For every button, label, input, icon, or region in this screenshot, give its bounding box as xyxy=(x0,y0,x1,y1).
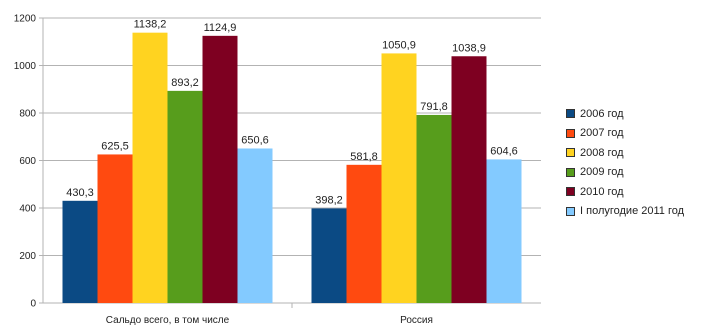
bar xyxy=(451,56,487,304)
bars xyxy=(62,32,522,304)
data-label: 1124,9 xyxy=(204,22,237,34)
legend-item: 2010 год xyxy=(566,182,684,202)
y-tick-label: 0 xyxy=(30,299,36,310)
y-tick-label: 200 xyxy=(19,251,36,262)
legend-label: 2010 год xyxy=(580,185,624,198)
legend-item: 2006 год xyxy=(566,104,684,124)
legend-label: I полугодие 2011 год xyxy=(580,205,685,218)
legend-item: 2009 год xyxy=(566,163,684,183)
legend-item: 2008 год xyxy=(566,143,684,163)
legend-swatch xyxy=(566,206,575,216)
bar xyxy=(237,148,273,303)
y-tick-label: 800 xyxy=(19,109,36,120)
legend-item: 2007 год xyxy=(566,124,684,144)
legend-swatch xyxy=(566,109,575,119)
data-label: 1138,2 xyxy=(134,19,167,31)
y-tick-label: 600 xyxy=(19,156,36,167)
data-label: 650,6 xyxy=(241,134,269,146)
bar xyxy=(311,208,347,303)
data-label: 1050,9 xyxy=(382,39,416,51)
data-label: 625,5 xyxy=(101,140,129,152)
data-label: 430,3 xyxy=(66,187,94,199)
y-axis: 0 200 400 600 800 1000 1200 xyxy=(14,14,44,310)
legend-swatch xyxy=(566,128,575,138)
category-label: Россия xyxy=(400,315,433,326)
bar xyxy=(346,164,382,303)
y-tick-label: 1200 xyxy=(14,14,37,25)
bar xyxy=(486,159,522,303)
data-label: 893,2 xyxy=(171,77,199,89)
data-label: 791,8 xyxy=(420,101,448,113)
category-label: Сальдо всего, в том числе xyxy=(106,315,230,326)
x-axis: Сальдо всего, в том числе Россия xyxy=(43,302,541,326)
legend-label: 2007 год xyxy=(580,127,624,140)
bar xyxy=(416,114,452,303)
legend: 2006 год 2007 год 2008 год 2009 год 2010 год… xyxy=(566,104,684,221)
legend-item: I полугодие 2011 год xyxy=(566,202,684,222)
bar xyxy=(62,200,98,303)
legend-label: 2009 год xyxy=(580,166,624,179)
data-labels: 430,3 625,5 1138,2 893,2 1124,9 650,6 398,2 581… xyxy=(66,19,518,207)
legend-label: 2006 год xyxy=(580,107,624,120)
y-tick-label: 1000 xyxy=(14,61,37,72)
data-label: 581,8 xyxy=(350,151,378,163)
bar xyxy=(132,32,168,304)
bar xyxy=(97,154,133,303)
bar xyxy=(202,35,238,304)
bar xyxy=(167,90,203,304)
data-label: 398,2 xyxy=(315,194,343,206)
data-label: 1038,9 xyxy=(452,42,486,54)
legend-swatch xyxy=(566,167,575,177)
legend-swatch xyxy=(566,187,575,197)
data-label: 604,6 xyxy=(490,145,518,157)
bar xyxy=(381,53,417,303)
legend-swatch xyxy=(566,148,575,158)
legend-label: 2008 год xyxy=(580,146,624,159)
y-tick-label: 400 xyxy=(19,204,36,215)
